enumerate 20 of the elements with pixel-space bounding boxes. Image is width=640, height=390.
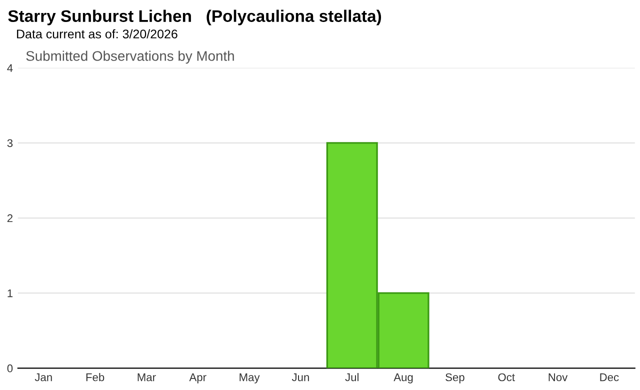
x-tick-label: Dec — [600, 373, 619, 382]
x-tick-label: May — [240, 373, 260, 384]
text: Submitted Observations by Month — [26, 50, 234, 64]
x-tick-label: Mar — [138, 373, 156, 382]
chart-title: Starry Sunburst Lichen (Polycauliona stellata) — [8, 10, 382, 26]
y-tick-label: 1 — [8, 289, 13, 298]
y-tick-label: 4 — [7, 64, 13, 72]
x-tick-label: Jul — [345, 373, 358, 382]
x-tick-label: Nov — [548, 373, 568, 382]
y-tick-label: 0 — [7, 364, 13, 372]
x-tick-label: Oct — [498, 373, 515, 382]
y-tick-label: 3 — [7, 139, 13, 148]
x-tick-label: Aug — [394, 373, 413, 384]
chart-subtitle: Data current as of: 3/20/2026 — [17, 29, 178, 38]
x-tick-label: Apr — [189, 373, 206, 384]
x-tick-label: Jan — [34, 373, 52, 382]
x-tick-label: Feb — [86, 373, 104, 382]
x-tick-label: Sep — [446, 373, 464, 384]
x-tick-label: Jun — [292, 373, 309, 382]
y-tick-label: 2 — [7, 214, 12, 222]
